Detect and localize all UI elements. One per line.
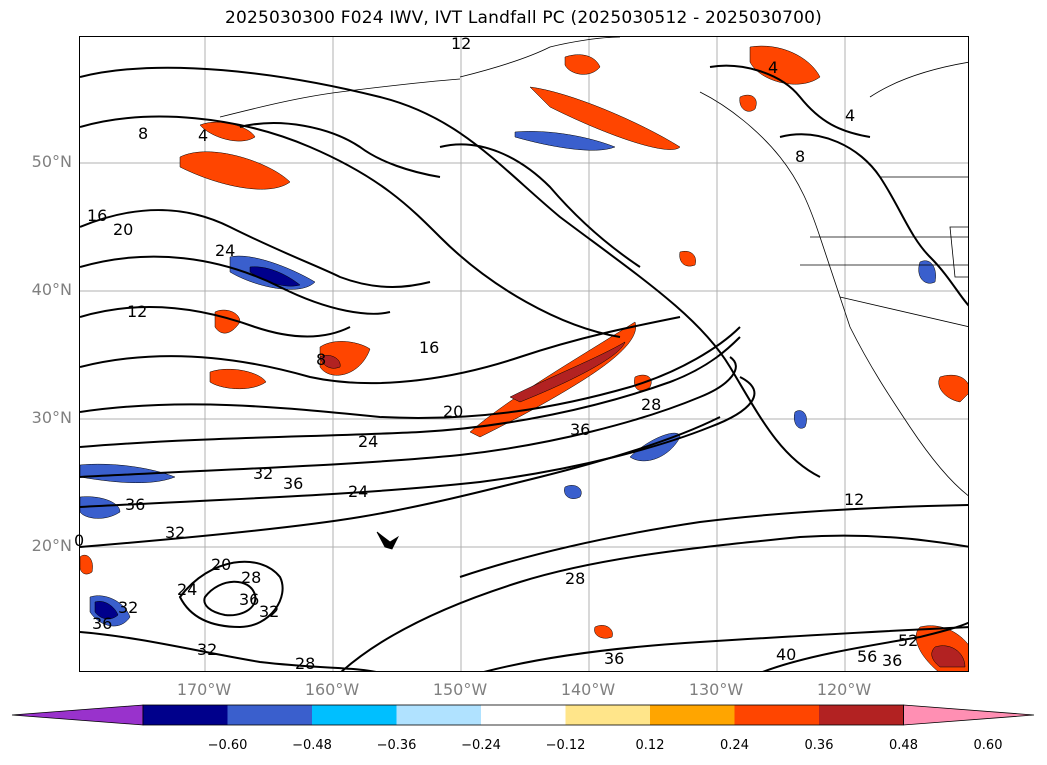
lat-label-20n: 20°N: [31, 536, 72, 555]
contour-label: 32: [118, 598, 139, 617]
colorbar-tick-label: −0.36: [376, 738, 417, 753]
contour-label: 28: [565, 569, 586, 588]
colorbar-cell: [650, 705, 735, 725]
map-panel: [79, 36, 969, 672]
contour-label: 32: [165, 523, 186, 542]
pc-shading: [80, 45, 968, 671]
contour-label: 32: [259, 602, 280, 621]
contour-label: 36: [92, 614, 113, 633]
contour-label: 36: [604, 649, 625, 668]
contour-label: 28: [241, 568, 262, 587]
lat-label-50n: 50°N: [31, 152, 72, 171]
colorbar-cell: [227, 705, 312, 725]
contour-label: 8: [795, 147, 806, 166]
colorbar: [11, 704, 1035, 726]
contour-label: 8: [138, 124, 149, 143]
contour-label: 28: [641, 395, 662, 414]
colorbar-cell: [481, 705, 566, 725]
contour-label: 0: [74, 531, 85, 550]
iwv-contours: [80, 64, 968, 671]
contour-label: 20: [211, 555, 232, 574]
contour-label: 56: [857, 647, 878, 666]
colorbar-cell: [312, 705, 397, 725]
contour-label: 12: [451, 34, 472, 53]
contour-label: 32: [253, 464, 274, 483]
contour-label: 4: [768, 58, 779, 77]
coastlines: [219, 37, 968, 550]
contour-label: 36: [283, 474, 304, 493]
colorbar-tick-label: 0.48: [889, 738, 918, 753]
contour-label: 8: [316, 350, 327, 369]
contour-label: 24: [348, 482, 369, 501]
lon-label-150w: 150°W: [432, 680, 488, 699]
lat-label-30n: 30°N: [31, 408, 72, 427]
lon-label-140w: 140°W: [560, 680, 616, 699]
colorbar-tick-label: 0.24: [720, 738, 749, 753]
colorbar-tick-label: −0.24: [461, 738, 501, 753]
colorbar-cell: [819, 705, 904, 725]
colorbar-tick-label: −0.48: [292, 738, 332, 753]
contour-label: 36: [125, 495, 146, 514]
lon-label-120w: 120°W: [816, 680, 872, 699]
contour-label: 20: [113, 220, 134, 239]
contour-label: 32: [197, 640, 218, 659]
lon-label-130w: 130°W: [688, 680, 744, 699]
contour-label: 12: [127, 302, 148, 321]
lon-label-170w: 170°W: [176, 680, 232, 699]
colorbar-cell: [565, 705, 650, 725]
contour-label: 52: [898, 631, 919, 650]
contour-label: 12: [844, 490, 865, 509]
map-title: 2025030300 F024 IWV, IVT Landfall PC (20…: [224, 8, 823, 28]
colorbar-tick-label: −0.60: [207, 738, 248, 753]
colorbar-tick-label: 0.36: [804, 738, 834, 753]
colorbar-cell: [396, 705, 481, 725]
colorbar-tick-label: −0.12: [545, 738, 586, 753]
contour-label: 20: [443, 402, 464, 421]
contour-label: 36: [882, 651, 903, 670]
map-canvas: [80, 37, 968, 671]
colorbar-extension-high: [903, 704, 1035, 726]
colorbar-cell: [734, 705, 819, 725]
colorbar-extension-low: [11, 704, 144, 726]
contour-label: 4: [198, 126, 209, 145]
colorbar-tick-label: 0.60: [973, 738, 1003, 753]
contour-label: 24: [215, 241, 236, 260]
contour-label: 4: [845, 106, 856, 125]
contour-label: 36: [239, 590, 260, 609]
contour-label: 24: [358, 432, 379, 451]
contour-label: 16: [419, 338, 440, 357]
contour-label: 28: [295, 654, 316, 673]
lat-label-40n: 40°N: [31, 280, 72, 299]
contour-label: 40: [776, 645, 797, 664]
colorbar-cell: [143, 705, 228, 725]
colorbar-outline: [142, 704, 904, 726]
contour-label: 36: [570, 420, 591, 439]
contour-label: 24: [177, 580, 198, 599]
colorbar-tick-label: 0.12: [635, 738, 665, 753]
contour-label: 16: [87, 206, 108, 225]
lon-label-160w: 160°W: [304, 680, 360, 699]
